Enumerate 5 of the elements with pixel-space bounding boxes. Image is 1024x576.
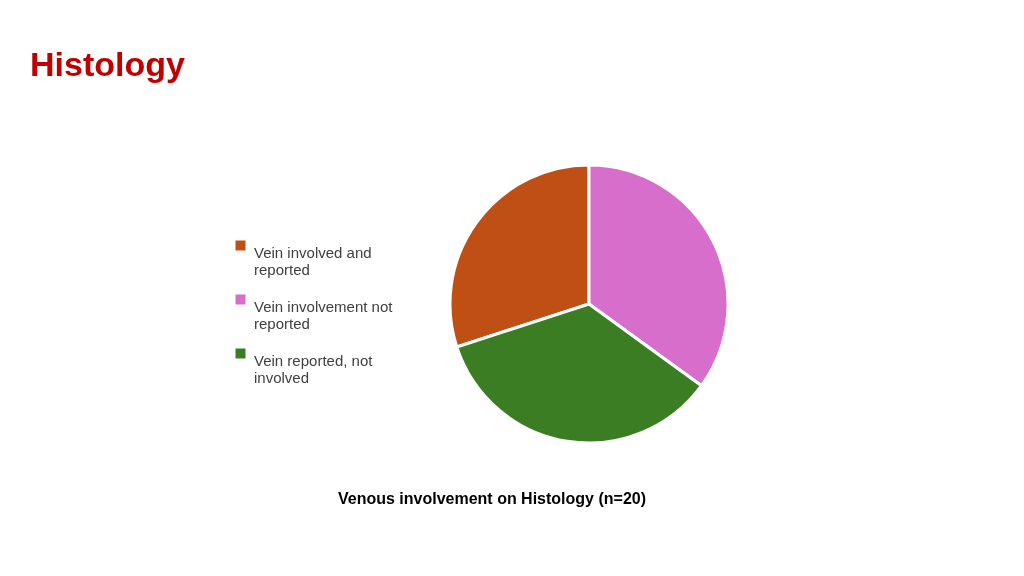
legend-label: Vein involved and reported: [254, 243, 372, 278]
chart-title: Histology: [30, 45, 185, 83]
legend-label: Vein involvement not reported: [254, 297, 394, 332]
legend-label: Vein reported, not involved: [254, 351, 374, 386]
text: Venous involvement on Histology (n=20): [337, 490, 647, 507]
